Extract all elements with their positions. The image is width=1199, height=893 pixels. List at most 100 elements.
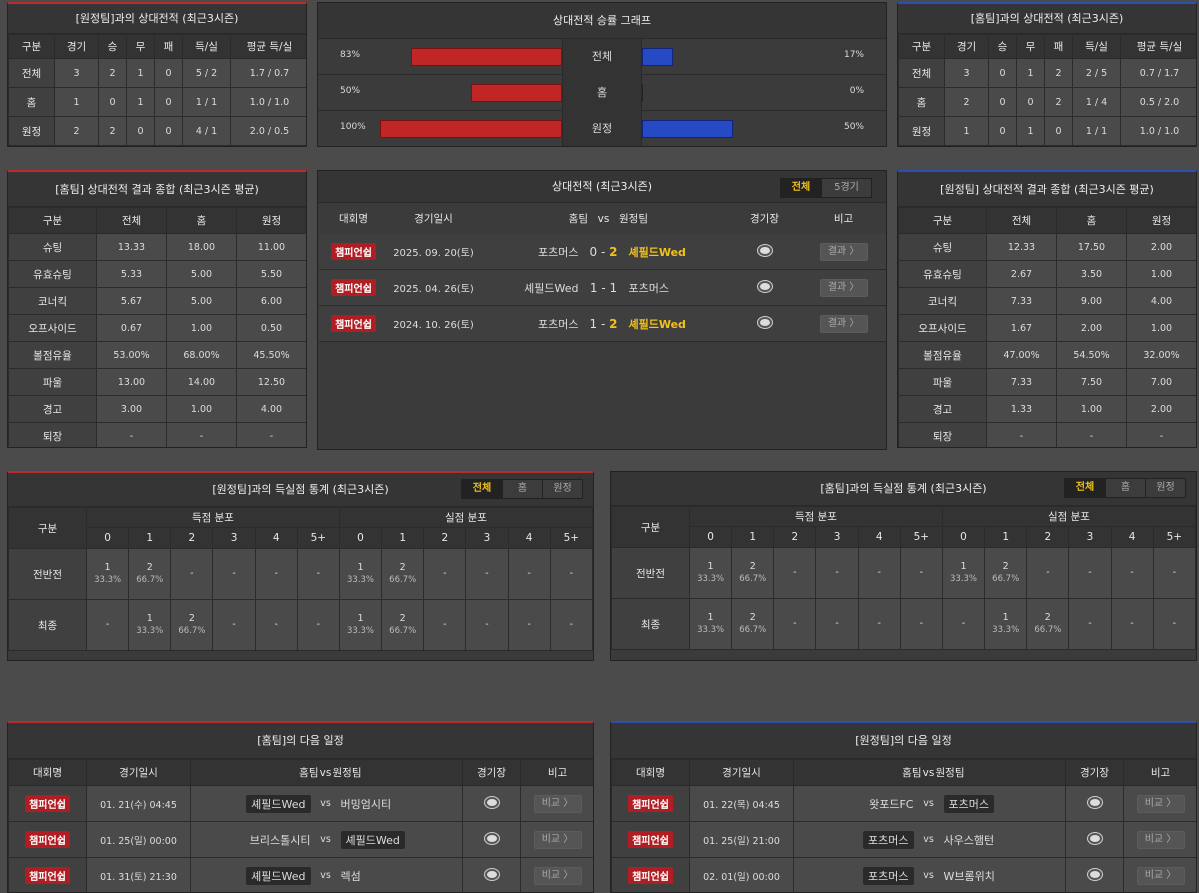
schedule-row[interactable]: 챔피언쉽 02. 01(일) 00:00 포츠머스 vs W브롬위치 비교 〉 — [611, 857, 1196, 892]
tab-all[interactable]: 전체 — [1065, 479, 1105, 497]
schedule-row[interactable]: 챔피언쉽 01. 22(목) 04:45 왓포드FC vs 포츠머스 비교 〉 — [611, 785, 1196, 822]
table-cell: - — [166, 422, 237, 447]
soccer-ball-icon[interactable] — [484, 796, 499, 808]
away-team[interactable]: 포츠머스 — [618, 269, 729, 306]
count-value: - — [443, 568, 447, 579]
home-team[interactable]: 셰필드Wed — [190, 785, 319, 822]
row-label: 홈 — [898, 87, 945, 117]
league-badge[interactable]: 챔피언쉽 — [25, 867, 70, 884]
match-row[interactable]: 챔피언쉽 2024. 10. 26(토) 포츠머스 1 - 2 셰필드Wed 결과 〉 — [318, 305, 886, 342]
graph-row: 100% 원정 50% — [318, 111, 886, 146]
home-team[interactable]: 포츠머스 — [793, 821, 922, 858]
league-badge[interactable]: 챔피언쉽 — [628, 831, 673, 848]
note-cell: 비교 〉 — [1123, 857, 1196, 892]
percent-value: 33.3% — [347, 626, 375, 636]
table-row: 볼점유율 53.00% 68.00% 45.50% — [8, 341, 306, 369]
tab-all[interactable]: 전체 — [462, 480, 502, 498]
schedule-row[interactable]: 챔피언쉽 01. 25(일) 21:00 포츠머스 vs 사우스햄턴 비교 〉 — [611, 821, 1196, 858]
compare-button[interactable]: 비교 〉 — [1136, 830, 1185, 849]
table-cell: 1 — [54, 87, 99, 117]
home-team[interactable]: 포츠머스 — [793, 857, 922, 892]
league-badge[interactable]: 챔피언쉽 — [628, 867, 673, 884]
next-home-table: 대회명 경기일시 홈팀 vs 원정팀 경기장 비고 챔피언쉽 01. 21(수) 04:45 셰필… — [8, 759, 593, 892]
tab-away[interactable]: 원정 — [542, 480, 582, 498]
percent-value: 33.3% — [697, 625, 725, 635]
home-team[interactable]: 셰필드Wed — [478, 269, 589, 306]
away-team[interactable]: 버밍엄시티 — [332, 785, 463, 822]
tab-home[interactable]: 홈 — [1105, 479, 1145, 497]
count-value: - — [835, 618, 839, 629]
count-value: - — [1130, 567, 1134, 578]
away-team[interactable]: 셰필드Wed — [618, 233, 729, 270]
away-team[interactable]: 셰필드Wed — [618, 305, 729, 342]
schedule-row[interactable]: 챔피언쉽 01. 21(수) 04:45 셰필드Wed vs 버밍엄시티 비교 〉 — [8, 785, 593, 822]
soccer-ball-icon[interactable] — [757, 316, 772, 328]
tab-5-games[interactable]: 5경기 — [821, 179, 871, 197]
league-badge[interactable]: 챔피언쉽 — [331, 279, 376, 296]
win-rate-graph: 83% 전체 17% 50% 홈 0% 100% 원정 50% — [318, 39, 886, 146]
soccer-ball-icon[interactable] — [757, 244, 772, 256]
soccer-ball-icon[interactable] — [757, 280, 772, 292]
league-badge[interactable]: 챔피언쉽 — [331, 243, 376, 260]
away-team[interactable]: W브롬위치 — [935, 857, 1066, 892]
soccer-ball-icon[interactable] — [1087, 868, 1102, 880]
compare-button[interactable]: 비교 〉 — [533, 866, 582, 885]
table-cell: 1 / 4 — [1072, 87, 1121, 117]
schedule-row[interactable]: 챔피언쉽 01. 25(일) 00:00 브리스톨시티 vs 셰필드Wed 비교 〉 — [8, 821, 593, 858]
column-header: 경기 — [54, 34, 99, 59]
table-cell: 0 — [988, 87, 1017, 117]
row-label: 홈 — [8, 87, 55, 117]
count-value: - — [1046, 567, 1050, 578]
goal-count-header: 4 — [507, 527, 551, 549]
tab-away[interactable]: 원정 — [1145, 479, 1185, 497]
goals-home-panel: [홈팀]과의 득실점 통계 (최근3시즌) 전체 홈 원정 구분 득점 분포 실점 … — [610, 471, 1197, 661]
count-value: - — [527, 619, 531, 630]
column-header: 구분 — [8, 34, 55, 59]
tab-all[interactable]: 전체 — [781, 179, 821, 197]
league-badge[interactable]: 챔피언쉽 — [25, 795, 70, 812]
table-row: 경고 3.00 1.00 4.00 — [8, 395, 306, 423]
home-team[interactable]: 브리스톨시티 — [190, 821, 319, 858]
match-row[interactable]: 챔피언쉽 2025. 09. 20(토) 포츠머스 0 - 2 셰필드Wed 결과 〉 — [318, 233, 886, 270]
panel-title: 상대전적 (최근3시즌) 전체 5경기 — [318, 171, 886, 203]
row-label: 원정 — [8, 116, 55, 146]
league-badge[interactable]: 챔피언쉽 — [628, 795, 673, 812]
compare-button[interactable]: 비교 〉 — [533, 794, 582, 813]
soccer-ball-icon[interactable] — [1087, 832, 1102, 844]
match-date: 2025. 04. 26(토) — [388, 269, 479, 306]
soccer-ball-icon[interactable] — [1087, 796, 1102, 808]
table-cell: 7.33 — [986, 287, 1057, 315]
away-score: 2 — [609, 244, 618, 259]
away-team[interactable]: 포츠머스 — [935, 785, 1066, 822]
header-row: 구분 전체 홈 원정 — [8, 207, 306, 234]
home-team[interactable]: 포츠머스 — [478, 233, 589, 270]
h2h-home-table: 구분 경기 승 무 패 득/실 평균 득/실 전체 3 0 1 2 2 / 5 0.7 / 1.7 홈 2 0 0… — [898, 34, 1196, 146]
result-button[interactable]: 결과 〉 — [819, 278, 868, 297]
percent-value: 33.3% — [992, 625, 1020, 635]
away-team-name: 버밍엄시티 — [340, 797, 392, 811]
soccer-ball-icon[interactable] — [484, 868, 499, 880]
compare-button[interactable]: 비교 〉 — [533, 830, 582, 849]
compare-button[interactable]: 비교 〉 — [1136, 866, 1185, 885]
away-team[interactable]: 렉섬 — [332, 857, 463, 892]
home-team[interactable]: 왓포드FC — [793, 785, 922, 822]
home-team[interactable]: 셰필드Wed — [190, 857, 319, 892]
league-badge[interactable]: 챔피언쉽 — [25, 831, 70, 848]
home-team[interactable]: 포츠머스 — [478, 305, 589, 342]
league-badge[interactable]: 챔피언쉽 — [331, 315, 376, 332]
compare-button[interactable]: 비교 〉 — [1136, 794, 1185, 813]
away-team[interactable]: 사우스햄턴 — [935, 821, 1066, 858]
table-cell: 7.00 — [1126, 368, 1196, 396]
result-button[interactable]: 결과 〉 — [819, 242, 868, 261]
away-team[interactable]: 셰필드Wed — [332, 821, 463, 858]
soccer-ball-icon[interactable] — [484, 832, 499, 844]
goals-tabs: 전체 홈 원정 — [1064, 478, 1186, 498]
match-row[interactable]: 챔피언쉽 2025. 04. 26(토) 셰필드Wed 1 - 1 포츠머스 결과 〉 — [318, 269, 886, 306]
tab-home[interactable]: 홈 — [502, 480, 542, 498]
result-button[interactable]: 결과 〉 — [819, 314, 868, 333]
goal-count-header: 0 — [941, 526, 986, 548]
table-cell: 13.00 — [96, 368, 167, 396]
schedule-row[interactable]: 챔피언쉽 01. 31(토) 21:30 셰필드Wed vs 렉섬 비교 〉 — [8, 857, 593, 892]
graph-row-label: 전체 — [562, 39, 642, 75]
distribution-cell: - — [1110, 547, 1154, 599]
